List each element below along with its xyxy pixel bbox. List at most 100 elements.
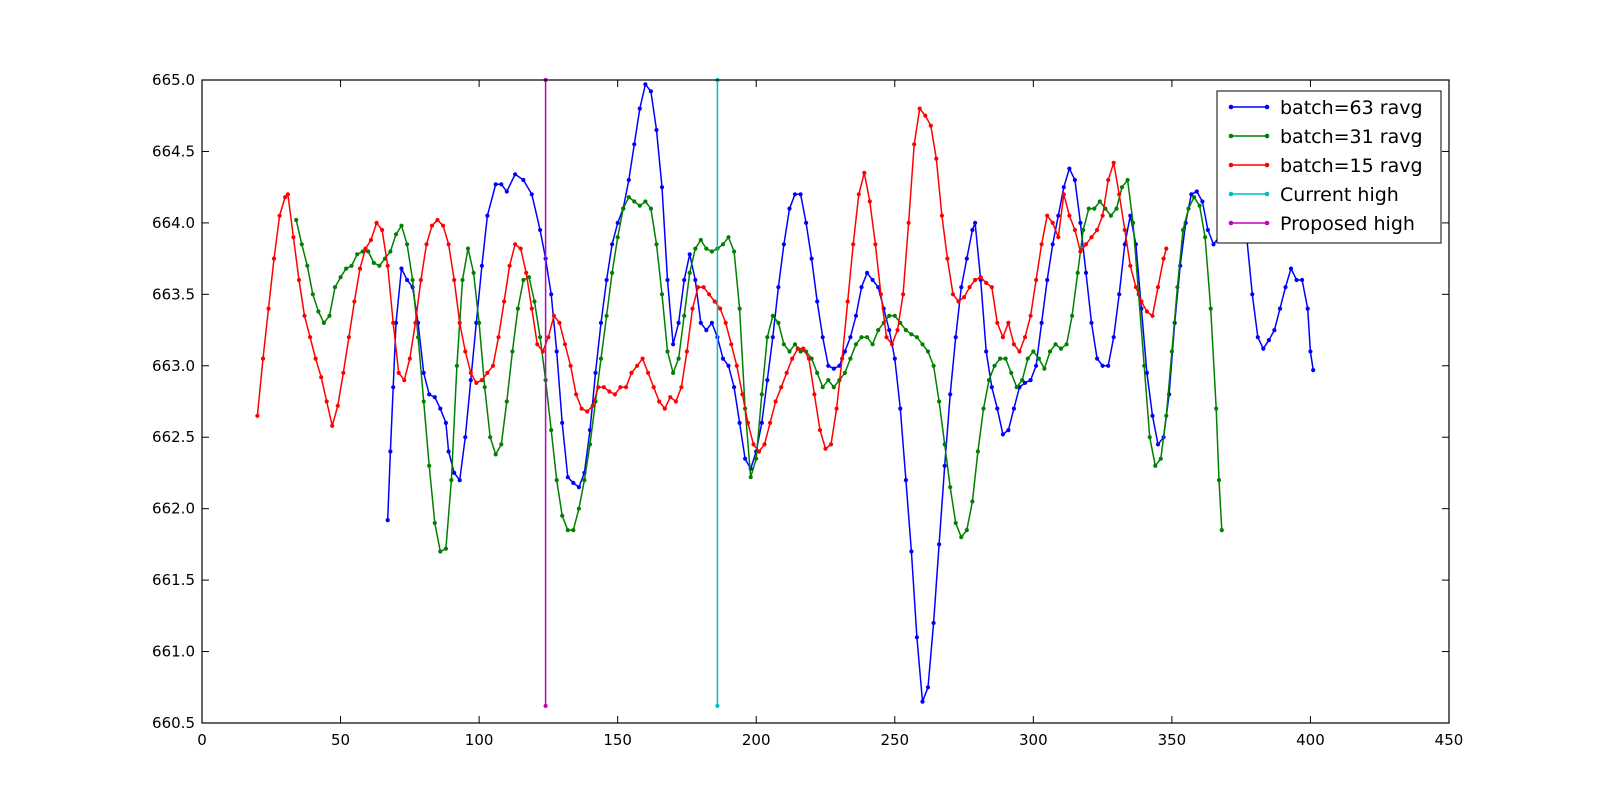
data-point — [587, 442, 593, 447]
data-point — [1288, 266, 1294, 271]
data-point — [851, 242, 856, 247]
data-point — [499, 182, 504, 187]
data-point — [1142, 363, 1147, 368]
data-point — [1180, 227, 1186, 233]
data-point — [296, 277, 302, 283]
data-point — [853, 313, 859, 318]
data-point — [826, 363, 831, 368]
data-point — [316, 309, 321, 314]
data-point — [421, 399, 426, 404]
x-tick-label: 150 — [603, 731, 632, 749]
data-point — [790, 356, 795, 361]
data-point — [1061, 185, 1066, 190]
data-point — [975, 449, 981, 454]
data-point — [1186, 206, 1191, 211]
data-point — [862, 170, 867, 175]
x-tick-label: 300 — [1019, 731, 1048, 749]
data-point — [942, 463, 947, 468]
data-point — [865, 335, 870, 340]
data-point — [834, 406, 839, 411]
data-point — [1056, 235, 1061, 240]
data-point — [1045, 277, 1050, 283]
data-point — [928, 123, 933, 128]
data-point — [859, 335, 864, 340]
data-point — [870, 342, 875, 347]
data-point — [393, 232, 399, 237]
data-point — [770, 313, 775, 318]
data-point — [948, 485, 953, 490]
data-point — [424, 242, 429, 247]
legend-swatch-marker — [1264, 162, 1270, 168]
data-point — [321, 320, 326, 325]
data-point — [1050, 220, 1055, 225]
data-point — [687, 252, 692, 257]
data-point — [740, 392, 745, 397]
data-point — [831, 385, 836, 390]
data-point — [449, 478, 454, 483]
data-point — [529, 192, 534, 197]
data-point — [698, 237, 703, 243]
data-point — [732, 249, 737, 254]
x-tick-label: 350 — [1158, 731, 1187, 749]
data-point — [1083, 270, 1089, 275]
data-point — [964, 528, 969, 533]
y-tick-label: 661.5 — [152, 571, 195, 589]
data-point — [914, 635, 920, 640]
data-point — [842, 349, 848, 354]
data-point — [1042, 366, 1047, 371]
data-point — [1061, 192, 1066, 197]
data-point — [454, 363, 459, 368]
data-point — [1219, 528, 1224, 533]
data-point — [1075, 270, 1080, 275]
legend-swatch-marker — [1264, 133, 1270, 139]
data-point — [679, 385, 684, 390]
data-point — [859, 285, 864, 290]
data-point — [984, 349, 989, 354]
data-point — [1086, 206, 1091, 211]
data-point — [1131, 220, 1136, 225]
data-point — [610, 242, 615, 247]
data-point — [912, 142, 917, 147]
data-point — [565, 475, 570, 480]
data-point — [651, 385, 656, 390]
data-point — [792, 342, 798, 347]
data-point — [823, 446, 828, 451]
data-point — [355, 252, 360, 257]
data-point — [1017, 349, 1022, 354]
data-point — [346, 335, 351, 340]
data-point — [391, 320, 396, 325]
data-point — [873, 242, 878, 247]
data-point — [1011, 406, 1017, 411]
data-point — [815, 370, 820, 375]
data-point — [876, 328, 881, 333]
data-point — [895, 328, 900, 333]
y-tick-label: 662.0 — [152, 500, 195, 518]
data-point — [468, 378, 473, 383]
data-point — [1014, 385, 1019, 390]
data-point — [856, 192, 861, 197]
data-point — [468, 370, 473, 375]
series-batch-15-ravg — [255, 106, 1169, 454]
data-point — [1003, 356, 1008, 361]
data-point — [998, 356, 1003, 361]
data-point — [842, 370, 848, 375]
data-point — [1011, 342, 1017, 347]
legend-swatch-marker — [1264, 191, 1270, 197]
data-point — [618, 385, 623, 390]
data-point — [1009, 370, 1014, 375]
data-point — [1197, 203, 1202, 208]
data-point — [1308, 349, 1313, 354]
data-point — [493, 182, 498, 187]
data-point — [812, 392, 817, 397]
data-point — [953, 520, 958, 526]
legend-label: batch=31 ravg — [1280, 126, 1423, 148]
data-point — [690, 306, 695, 311]
data-point — [648, 89, 654, 94]
data-point — [1189, 192, 1194, 197]
data-point — [903, 478, 909, 483]
data-point — [405, 277, 410, 283]
data-point — [463, 349, 468, 354]
data-point — [443, 546, 448, 551]
data-point — [374, 220, 379, 225]
data-point — [745, 420, 751, 425]
